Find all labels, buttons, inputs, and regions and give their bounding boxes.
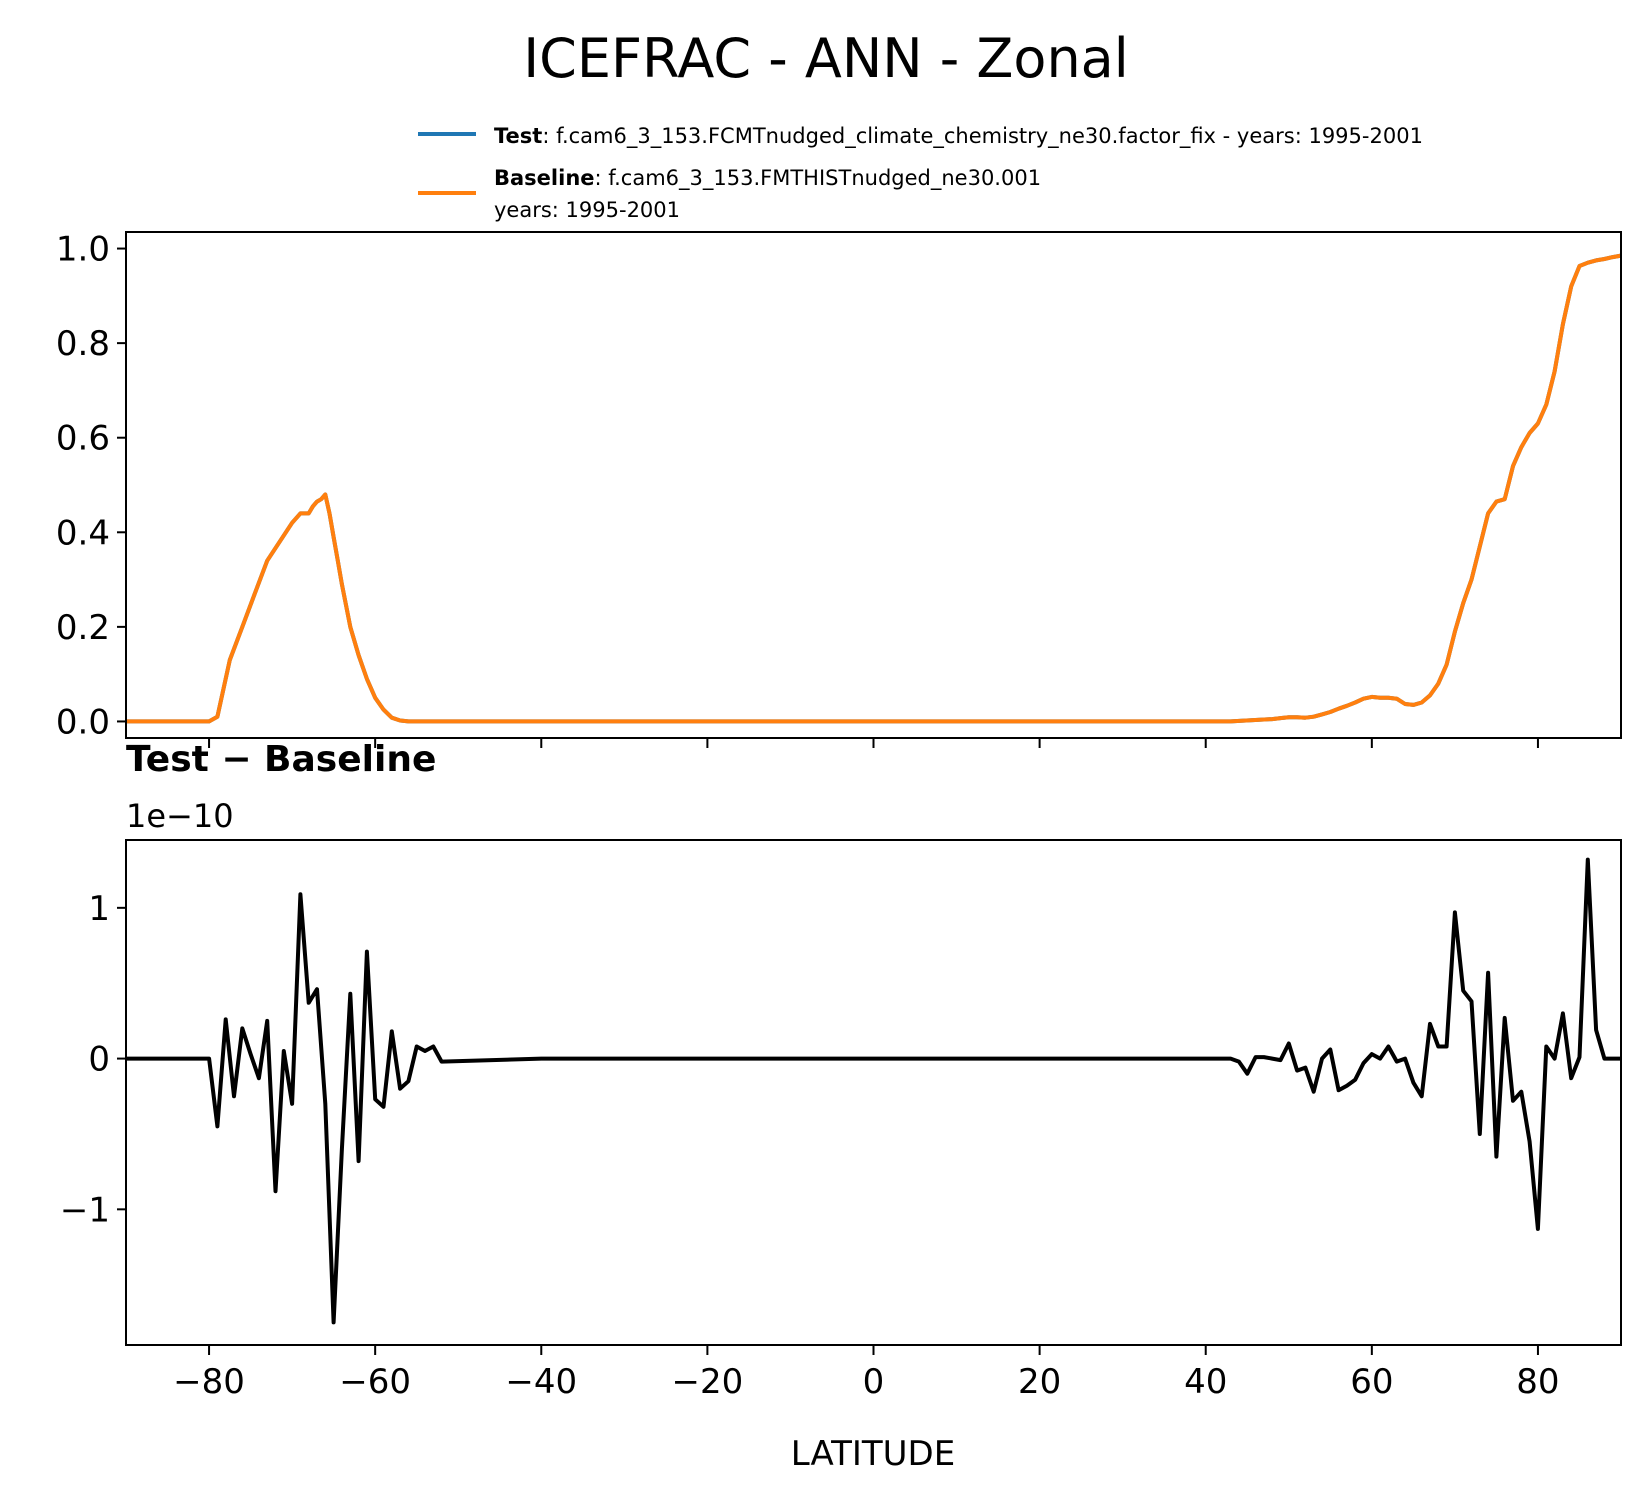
top-y-tick-label: 0.6	[56, 419, 110, 459]
diff-offset-text: 1e−10	[126, 797, 234, 835]
bottom-y-tick-label: 1	[88, 889, 110, 929]
top-series-lines	[126, 253, 1622, 724]
figure-title: ICEFRAC - ANN - Zonal	[523, 27, 1129, 90]
legend-baseline-years: years: 1995-2001	[494, 198, 680, 222]
bottom-x-tick-label: 80	[1516, 1362, 1559, 1402]
legend-baseline-name: Baseline	[494, 166, 595, 190]
top-y-tick-label: 0.2	[56, 608, 110, 648]
series-line-difference	[126, 857, 1621, 1325]
legend-test-text: : f.cam6_3_153.FCMTnudged_climate_chemis…	[542, 124, 1423, 149]
diff-panel-title: Test − Baseline	[126, 739, 436, 780]
bottom-x-tick-label: 20	[1018, 1362, 1061, 1402]
bottom-y-tick-label: −1	[60, 1190, 110, 1230]
bottom-x-tick-label: 60	[1350, 1362, 1393, 1402]
bottom-x-tick-label: 40	[1184, 1362, 1227, 1402]
series-line-baseline	[126, 253, 1622, 724]
bottom-plot-frame	[125, 839, 1622, 1346]
bottom-x-ticks: −80 −60 −40 −20 0 20 40 60 80	[173, 1345, 1560, 1402]
top-plot-frame	[125, 231, 1622, 739]
bottom-series-lines	[126, 857, 1621, 1325]
top-y-tick-label: 0.8	[56, 324, 110, 364]
x-axis-label: LATITUDE	[791, 1434, 955, 1474]
bottom-x-tick-label: −80	[173, 1362, 245, 1402]
legend-test-label: Test: f.cam6_3_153.FCMTnudged_climate_ch…	[494, 124, 1423, 149]
bottom-panel: −1 0 1 −80 −60 −40 −20 0 20 40 60 80	[60, 839, 1622, 1402]
top-x-ticks	[208, 738, 1539, 748]
bottom-y-ticks: −1 0 1	[60, 889, 126, 1230]
bottom-y-tick-label: 0	[88, 1040, 110, 1080]
top-y-tick-label: 1.0	[56, 230, 110, 270]
bottom-x-tick-label: −20	[672, 1362, 744, 1402]
bottom-x-tick-label: −60	[339, 1362, 411, 1402]
legend-test-name: Test	[494, 124, 542, 148]
legend-baseline-label: Baseline: f.cam6_3_153.FMTHISTnudged_ne3…	[494, 166, 1041, 191]
top-y-tick-label: 0.0	[56, 702, 110, 742]
bottom-x-tick-label: −40	[505, 1362, 577, 1402]
top-panel: 0.0 0.2 0.4 0.6 0.8 1.0	[56, 230, 1622, 748]
legend-baseline-text: : f.cam6_3_153.FMTHISTnudged_ne30.001	[595, 166, 1042, 191]
top-y-tick-label: 0.4	[56, 513, 110, 553]
top-y-ticks: 0.0 0.2 0.4 0.6 0.8 1.0	[56, 230, 126, 742]
legend: Test: f.cam6_3_153.FCMTnudged_climate_ch…	[418, 124, 1423, 222]
bottom-x-tick-label: 0	[863, 1362, 885, 1402]
